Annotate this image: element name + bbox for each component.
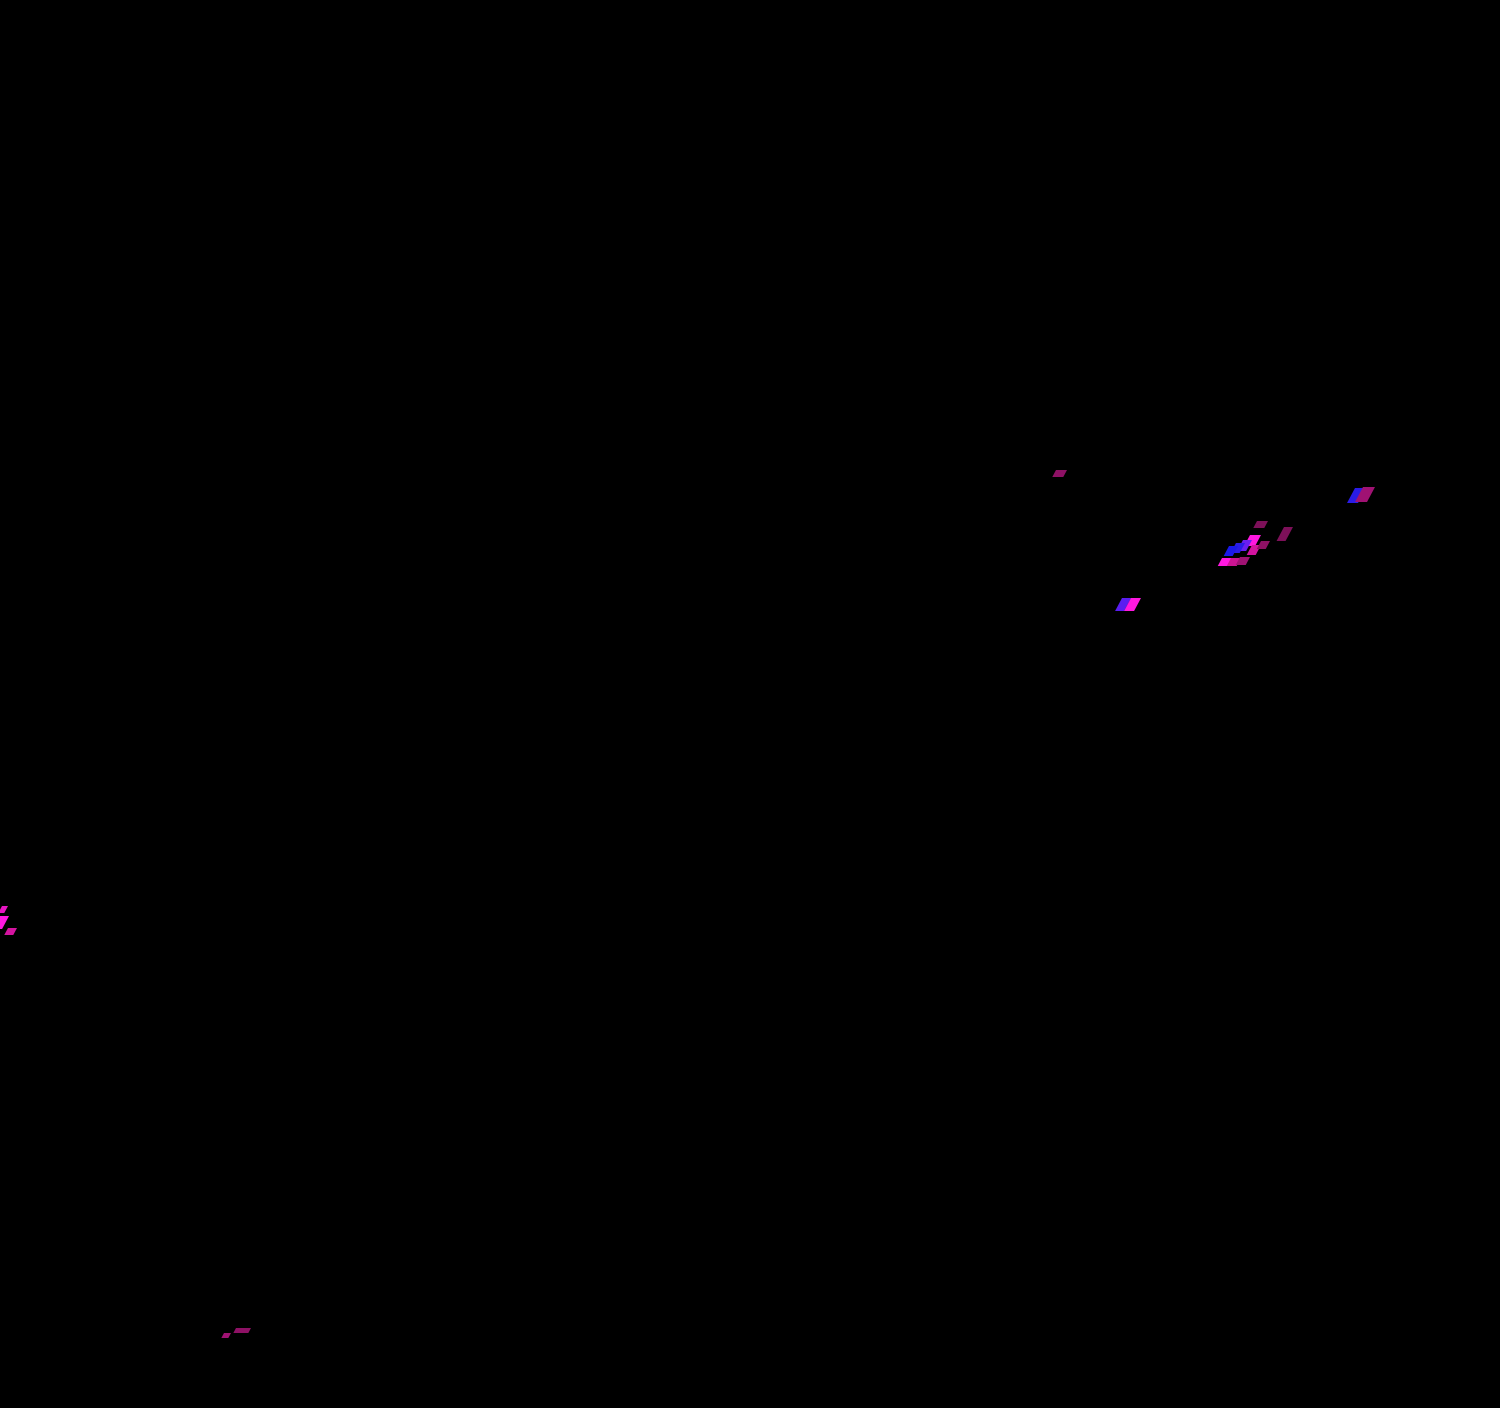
data-point	[221, 1333, 231, 1338]
data-point	[1276, 527, 1293, 541]
data-point	[1235, 557, 1250, 565]
data-point	[4, 928, 17, 935]
data-point	[233, 1328, 251, 1333]
data-point	[1052, 470, 1067, 477]
data-point	[1256, 541, 1270, 549]
data-point	[0, 906, 8, 913]
data-point	[1253, 521, 1268, 528]
